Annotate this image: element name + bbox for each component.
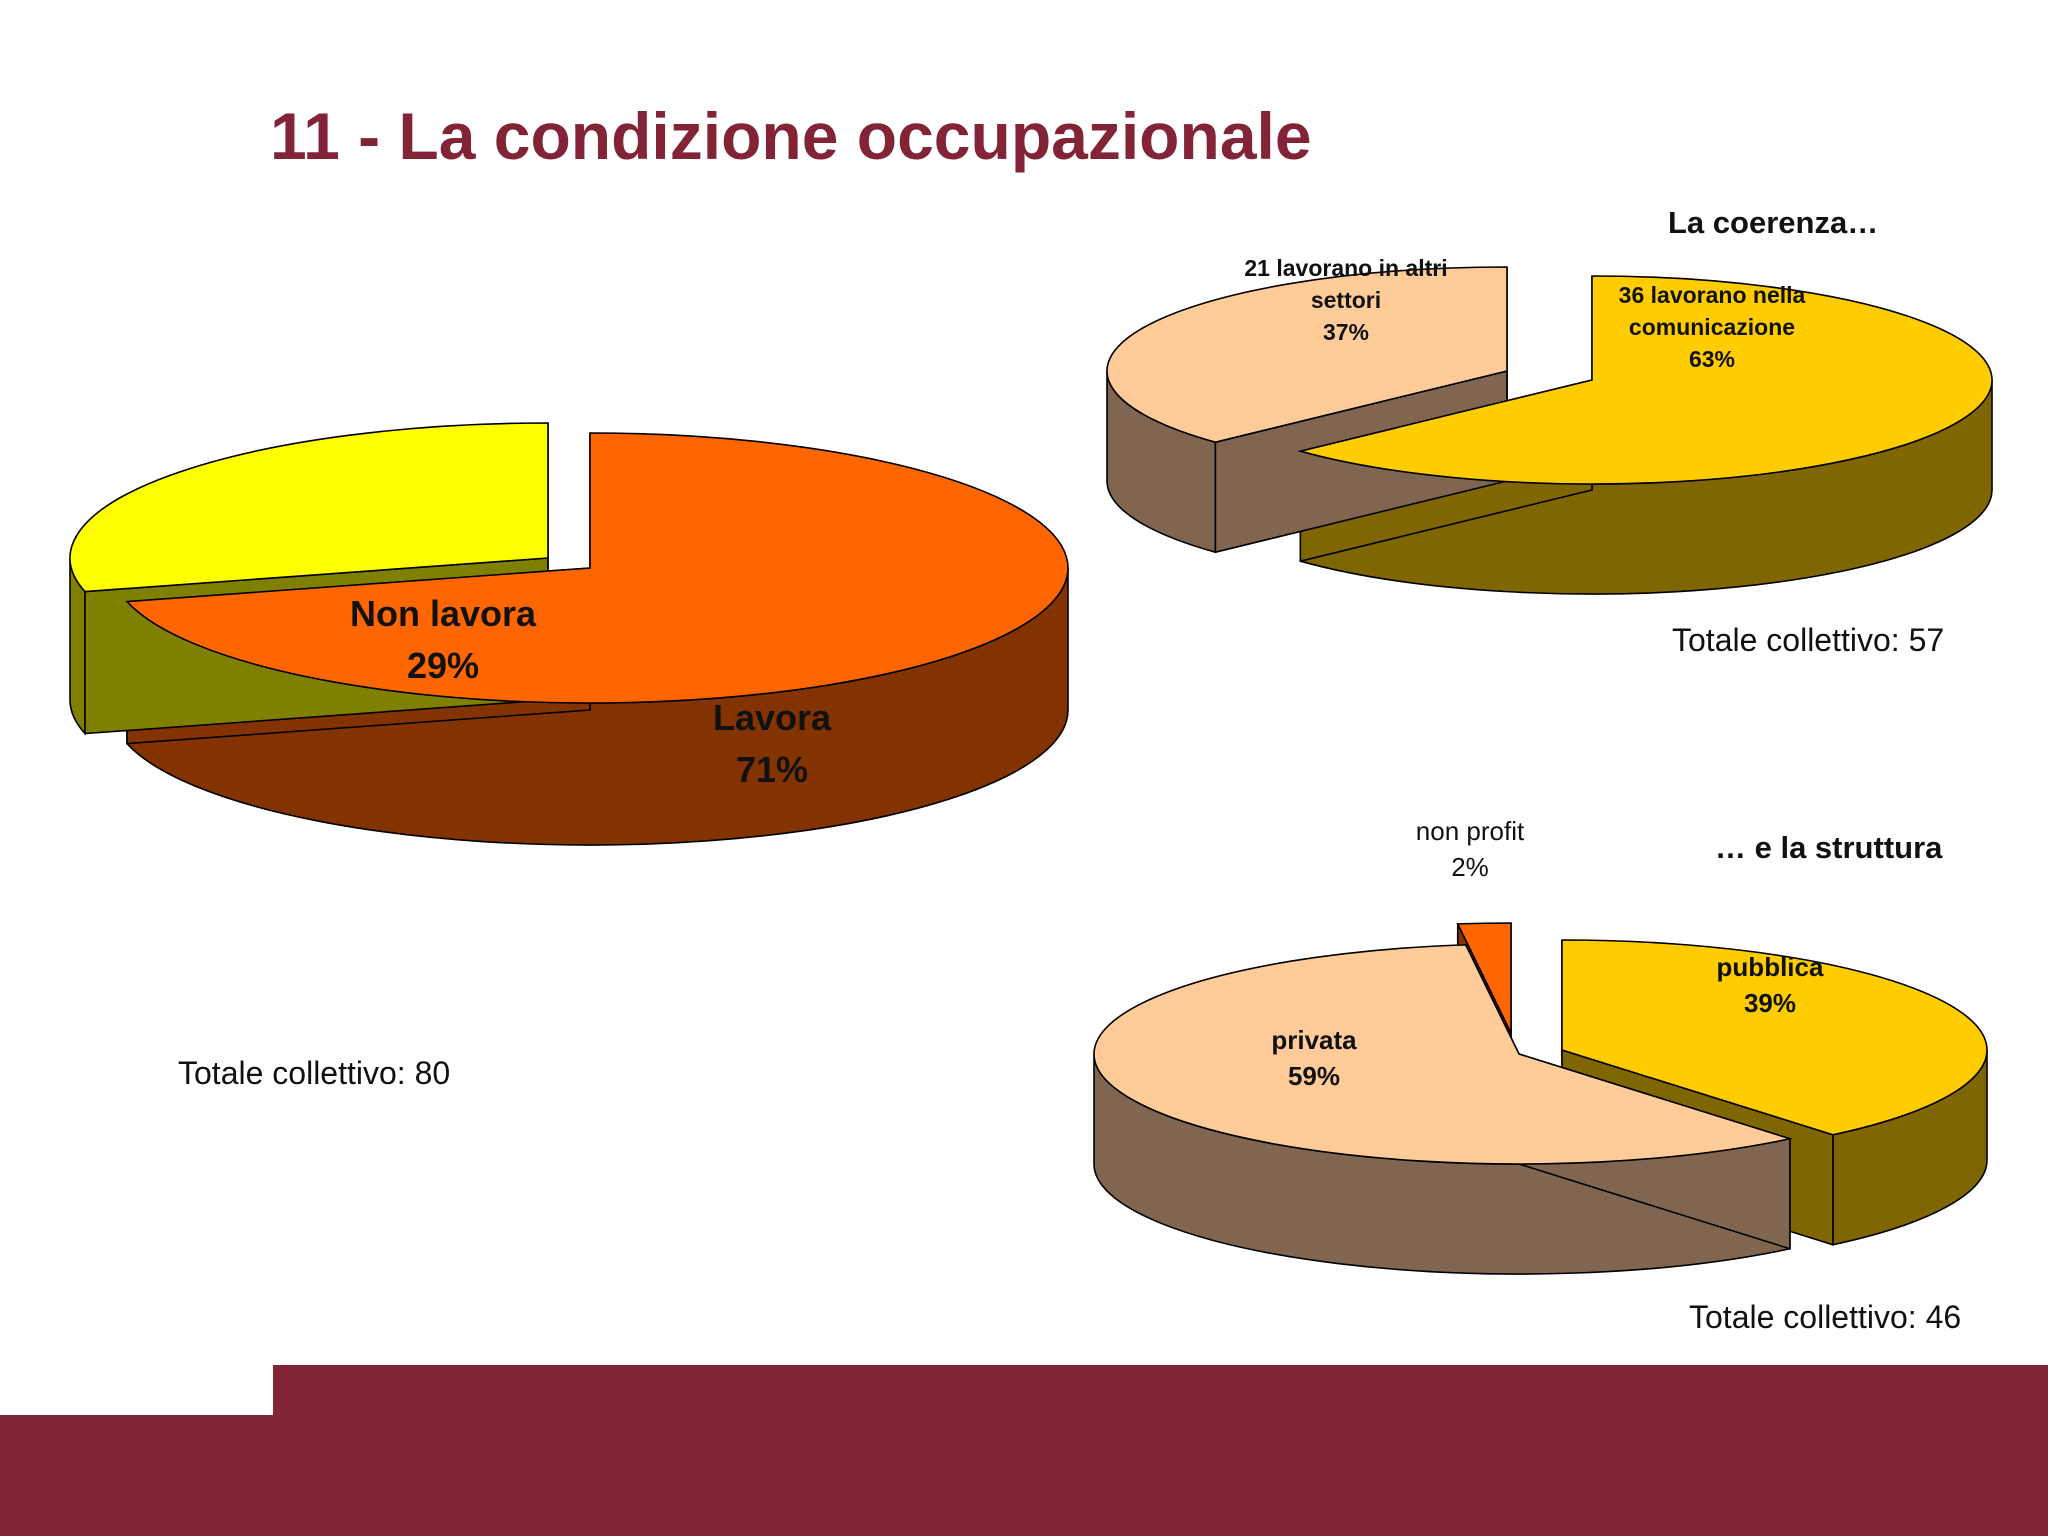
- pie-chart-2: pubblica 39% privata 59% non profit 2%: [1093, 816, 1988, 1275]
- pie-slice-label-line: privata: [1271, 1025, 1357, 1055]
- pie-slice-label-line: 71%: [736, 749, 808, 790]
- pie-slice-0: [1561, 939, 1988, 1136]
- pie-slice-2: [1456, 922, 1512, 1034]
- pie-chart-1: 36 lavorano nella comunicazione 63% 21 lavo…: [1106, 255, 1993, 595]
- pie-slice-label: privata 59%: [1271, 1025, 1357, 1091]
- pie-slice-label: 21 lavorano in altri settori 37%: [1244, 255, 1447, 345]
- pie-slice-label-line: comunicazione: [1629, 314, 1795, 340]
- pie-slice-0: [1297, 275, 1993, 485]
- slide-title: 11 - La condizione occupazionale: [270, 99, 1312, 173]
- pie-chart-0: Lavora 71% Non lavora 29%: [69, 422, 1069, 846]
- footer-band: [273, 1365, 2048, 1536]
- pie-slice-label: Non lavora 29%: [350, 593, 537, 686]
- pie-slice-label: 36 lavorano nella comunicazione 63%: [1619, 282, 1806, 372]
- total-label-coerenza: Totale collettivo: 57: [1672, 622, 1945, 658]
- pie-slice-label-line: settori: [1311, 287, 1381, 313]
- pie-slice-label: pubblica 39%: [1717, 952, 1824, 1018]
- pie-tops: [1093, 922, 1988, 1165]
- pie-slice-label-line: 37%: [1323, 319, 1369, 345]
- chart-title-coerenza: La coerenza…: [1668, 205, 1879, 240]
- pie-slice-label-line: 39%: [1744, 988, 1796, 1018]
- pie-slice-0: [125, 432, 1069, 704]
- total-label-struttura: Totale collettivo: 46: [1689, 1299, 1962, 1335]
- pie-slice-1: [1093, 944, 1794, 1165]
- footer-band-left: [0, 1415, 273, 1536]
- pie-slice-label-line: 36 lavorano nella: [1619, 282, 1806, 308]
- pie-slice-label-line: non profit: [1416, 816, 1525, 846]
- pie-slice-label-line: 63%: [1689, 346, 1735, 372]
- pie-tops: [69, 422, 1069, 704]
- pie-slice-label-line: 21 lavorano in altri: [1244, 255, 1447, 281]
- pie-slice-label-line: Non lavora: [350, 593, 537, 634]
- total-label-occupazione: Totale collettivo: 80: [178, 1055, 451, 1091]
- pie-slice-1: [1106, 266, 1508, 444]
- pie-tops: [1106, 266, 1993, 485]
- pie-slice-label: non profit 2%: [1416, 816, 1525, 882]
- pie-slice-label-line: pubblica: [1717, 952, 1824, 982]
- pie-slice-1: [69, 422, 549, 593]
- pie-slice-label: Lavora 71%: [713, 697, 832, 790]
- pie-slice-label-line: 59%: [1288, 1061, 1340, 1091]
- pie-slice-label-line: 29%: [407, 645, 479, 686]
- pie-slice-label-line: Lavora: [713, 697, 832, 738]
- pie-slice-label-line: 2%: [1451, 852, 1489, 882]
- chart-title-struttura: … e la struttura: [1715, 830, 1943, 865]
